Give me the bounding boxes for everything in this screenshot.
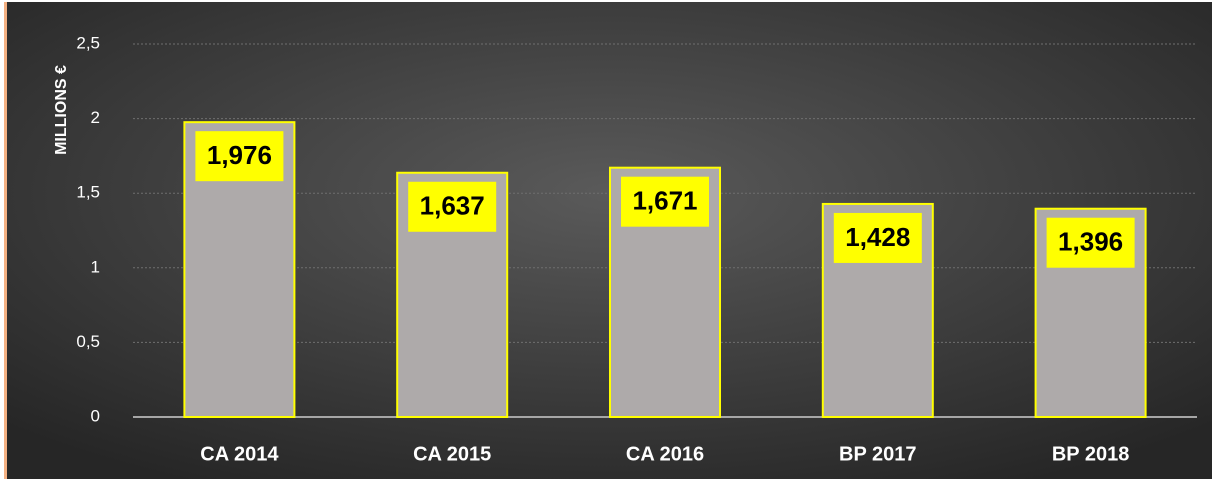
data-label-box (833, 212, 922, 263)
y-tick-label: 1,5 (76, 183, 100, 202)
y-tick-label: 2 (91, 108, 100, 127)
left-accent (4, 2, 7, 479)
data-label: 1,637 (420, 191, 485, 221)
data-label-box (621, 176, 709, 227)
data-label-box (1046, 217, 1135, 268)
y-tick-label: 0,5 (76, 332, 100, 351)
data-label: 1,671 (632, 186, 697, 216)
y-tick-label: 2,5 (76, 33, 100, 52)
y-tick-label: 0 (91, 406, 100, 425)
y-axis-label: MILLIONS € (53, 65, 70, 155)
x-tick-label: BP 2018 (1052, 443, 1129, 465)
y-tick-label: 1 (91, 257, 100, 276)
data-label-box (195, 131, 284, 182)
x-tick-label: CA 2015 (413, 443, 491, 465)
data-label: 1,396 (1058, 227, 1123, 257)
x-tick-label: CA 2014 (200, 443, 279, 465)
x-tick-label: BP 2017 (839, 443, 916, 465)
x-tick-label: CA 2016 (626, 443, 704, 465)
data-label-box (408, 181, 497, 232)
data-label: 1,976 (207, 140, 272, 170)
data-label: 1,428 (845, 222, 910, 252)
